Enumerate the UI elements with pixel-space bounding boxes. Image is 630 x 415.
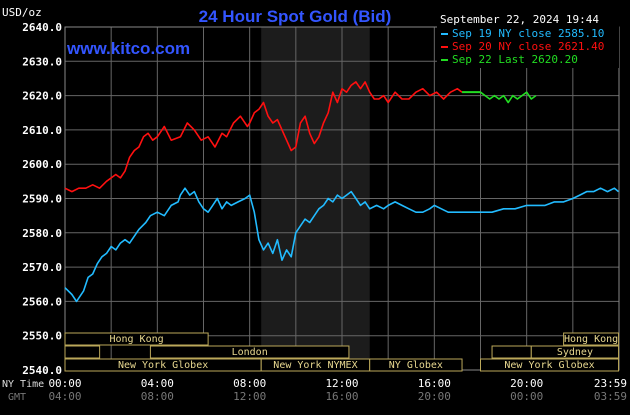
x-tick-gmt: 12:00 xyxy=(233,390,266,403)
y-tick-label: 2600.0 xyxy=(22,158,62,171)
legend-entry: Sep 22 Last 2620.20 xyxy=(452,53,578,66)
x-tick-gmt: 08:00 xyxy=(141,390,174,403)
session-label: NY Globex xyxy=(389,360,443,371)
x-tick-ny: 16:00 xyxy=(418,377,451,390)
session-bot-2 xyxy=(369,358,463,372)
session-label: Hong Kong xyxy=(564,334,618,345)
x-tick-ny: 12:00 xyxy=(325,377,358,390)
y-tick-label: 2540.0 xyxy=(22,364,62,377)
x-tick-gmt: 03:59 xyxy=(594,390,627,403)
session-label: Sydney xyxy=(557,347,593,358)
session-label: New York NYMEX xyxy=(273,360,357,371)
date-label: September 22, 2024 19:44 xyxy=(440,13,599,26)
unit-label: USD/oz xyxy=(2,6,42,19)
session-mid-1 xyxy=(149,345,350,359)
x-label-ny: NY Time xyxy=(2,379,44,390)
legend-box xyxy=(437,24,619,68)
grid-lines xyxy=(64,26,620,371)
series-line-1 xyxy=(64,81,463,193)
chart-title: 24 Hour Spot Gold (Bid) xyxy=(199,7,392,26)
price-series xyxy=(64,81,620,303)
session-top-0 xyxy=(64,332,209,346)
session-label: New York Globex xyxy=(504,360,594,371)
session-mid-0 xyxy=(64,345,101,359)
y-tick-label: 2620.0 xyxy=(22,90,62,103)
x-tick-ny: 08:00 xyxy=(233,377,266,390)
session-label: London xyxy=(232,347,268,358)
x-tick-gmt: 00:00 xyxy=(510,390,543,403)
session-bot-3 xyxy=(480,358,620,372)
x-tick-gmt: 20:00 xyxy=(418,390,451,403)
website-label: www.kitco.com xyxy=(66,39,190,58)
y-axis-ticks: 2640.0 2630.0 2620.0 2610.0 2600.0 2590.0 2580… xyxy=(22,21,62,377)
y-tick-label: 2610.0 xyxy=(22,124,62,137)
x-tick-ny: 23:59 xyxy=(594,377,627,390)
y-tick-label: 2580.0 xyxy=(22,227,62,240)
series-line-0 xyxy=(64,187,620,303)
x-tick-gmt: 04:00 xyxy=(48,390,81,403)
y-tick-label: 2550.0 xyxy=(22,330,62,343)
session-mid-3 xyxy=(530,345,620,359)
legend-entry: Sep 20 NY close 2621.40 xyxy=(452,40,604,53)
legend-entry: Sep 19 NY close 2585.10 xyxy=(452,27,604,40)
x-tick-ny: 04:00 xyxy=(141,377,174,390)
session-label: New York Globex xyxy=(118,360,208,371)
y-tick-label: 2560.0 xyxy=(22,295,62,308)
series-line-2 xyxy=(480,91,537,104)
x-tick-ny: 00:00 xyxy=(48,377,81,390)
session-mid-2 xyxy=(491,345,532,359)
x-tick-ny: 20:00 xyxy=(510,377,543,390)
y-tick-label: 2570.0 xyxy=(22,261,62,274)
x-axis-ticks: 00:0004:0004:0008:0008:0012:0012:0016:00… xyxy=(48,377,627,403)
y-tick-label: 2590.0 xyxy=(22,193,62,206)
x-tick-gmt: 16:00 xyxy=(325,390,358,403)
session-top-1 xyxy=(563,332,620,346)
session-label: Hong Kong xyxy=(109,334,163,345)
y-tick-label: 2640.0 xyxy=(22,21,62,34)
y-tick-label: 2630.0 xyxy=(22,55,62,68)
market-sessions: Hong Kong Hong Kong London Sydney New York G… xyxy=(64,332,620,372)
x-label-gmt: GMT xyxy=(8,392,26,403)
